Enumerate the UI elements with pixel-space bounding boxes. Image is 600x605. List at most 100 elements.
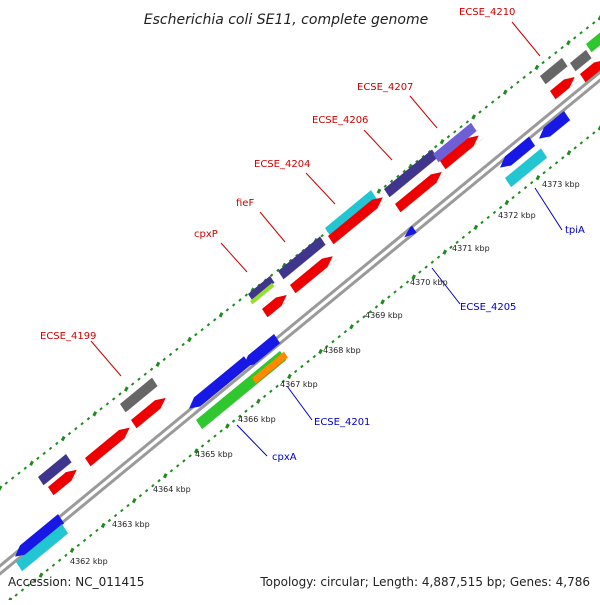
tick-mark — [504, 90, 506, 94]
tick-mark — [456, 241, 458, 243]
tick-mark — [493, 211, 495, 213]
tick-mark — [37, 457, 39, 459]
gene-label[interactable]: ECSE_4210 — [459, 7, 515, 18]
gene-body — [384, 149, 438, 197]
gene-label[interactable]: ECSE_4199 — [40, 331, 96, 342]
tick-mark — [462, 236, 464, 238]
map-title: Escherichia coli SE11, complete genome — [144, 12, 428, 28]
gene-red — [550, 77, 581, 99]
tick-mark — [321, 235, 323, 237]
tick-mark — [438, 256, 440, 258]
tick-mark — [56, 442, 58, 444]
tick-mark — [460, 126, 462, 128]
tick-mark — [524, 187, 526, 189]
tick-mark — [65, 554, 67, 556]
tick-mark — [59, 559, 61, 561]
tick-mark — [170, 470, 172, 472]
tick-mark — [466, 121, 468, 123]
tick-mark — [295, 370, 297, 372]
tick-mark — [384, 185, 386, 187]
tick-mark — [239, 299, 241, 301]
gene-label[interactable]: ECSE_4205 — [460, 302, 516, 313]
gene-label[interactable]: cpxA — [272, 452, 297, 463]
tick-mark — [18, 472, 20, 474]
scale-label: 4368 kbp — [323, 346, 361, 355]
tick-mark — [96, 529, 98, 531]
tick-mark — [394, 291, 396, 293]
tick-mark — [176, 348, 178, 350]
leader-line — [221, 243, 247, 272]
accession-text: Accession: NC_011415 — [8, 575, 144, 589]
tick-mark — [555, 52, 557, 54]
tick-mark — [146, 490, 148, 492]
tick-mark — [251, 405, 253, 407]
tick-mark — [444, 250, 446, 254]
tick-mark — [375, 306, 377, 308]
scale-labels: 4362 kbp 4363 kbp 4364 kbp 4365 kbp 4366… — [70, 180, 580, 566]
tick-mark — [31, 461, 33, 465]
tick-mark — [43, 452, 45, 454]
tick-mark — [84, 539, 86, 541]
gene-label[interactable]: fieF — [236, 198, 254, 209]
tick-mark — [400, 286, 402, 288]
tick-mark — [119, 393, 121, 395]
tick-mark — [90, 534, 92, 536]
tick-mark — [170, 353, 172, 355]
leader-line — [260, 212, 285, 242]
tick-mark — [475, 225, 477, 229]
tick-mark — [425, 266, 427, 268]
leader-line — [535, 188, 562, 230]
tick-mark — [511, 86, 513, 88]
tick-mark — [562, 157, 564, 159]
gene-label[interactable]: ECSE_4206 — [312, 115, 368, 126]
tick-mark — [77, 544, 79, 546]
tick-mark — [580, 142, 582, 144]
tick-mark — [226, 309, 228, 311]
gene-label[interactable]: cpxP — [194, 229, 218, 240]
gene-red — [262, 295, 293, 317]
tick-mark — [157, 362, 159, 366]
scale-label: 4370 kbp — [410, 278, 448, 287]
gene-label[interactable]: ECSE_4207 — [357, 82, 413, 93]
tick-mark — [46, 569, 48, 571]
tick-mark — [492, 101, 494, 103]
tick-mark — [431, 261, 433, 263]
tick-mark — [133, 499, 135, 503]
tick-mark — [593, 132, 595, 134]
tick-mark — [469, 231, 471, 233]
leader-line — [287, 386, 312, 420]
tick-mark — [52, 564, 54, 566]
tick-mark — [75, 428, 77, 430]
tick-mark — [94, 412, 96, 416]
tick-mark — [523, 76, 525, 78]
tick-mark — [543, 172, 545, 174]
tick-mark — [271, 274, 273, 276]
leader-line — [306, 173, 335, 204]
label-leader-lines — [91, 22, 562, 456]
tick-mark — [301, 365, 303, 367]
tick-mark — [245, 410, 247, 412]
tick-mark — [473, 115, 475, 119]
tick-mark — [531, 182, 533, 184]
gene-label[interactable]: ECSE_4201 — [314, 417, 370, 428]
tick-mark — [62, 437, 64, 441]
gene-body — [262, 295, 287, 317]
tick-mark — [378, 189, 380, 193]
genome-backbone — [0, 64, 600, 582]
gene-label[interactable]: tpiA — [565, 225, 585, 236]
tick-mark — [182, 344, 184, 346]
gene-body — [586, 28, 600, 53]
scale-label: 4372 kbp — [498, 211, 536, 220]
tick-mark — [81, 423, 83, 425]
gene-label[interactable]: ECSE_4204 — [254, 159, 310, 170]
tick-mark — [517, 81, 519, 83]
tick-mark — [441, 140, 443, 144]
tick-mark — [574, 37, 576, 39]
tick-mark — [214, 319, 216, 321]
tick-mark — [106, 403, 108, 405]
tick-mark — [568, 151, 570, 155]
gene-labels: ECSE_4210 ECSE_4207 ECSE_4206 ECSE_4204 … — [40, 7, 585, 463]
tick-mark — [102, 523, 104, 527]
genome-summary-text: Topology: circular; Length: 4,887,515 bp… — [259, 575, 590, 589]
leader-line — [237, 425, 267, 456]
